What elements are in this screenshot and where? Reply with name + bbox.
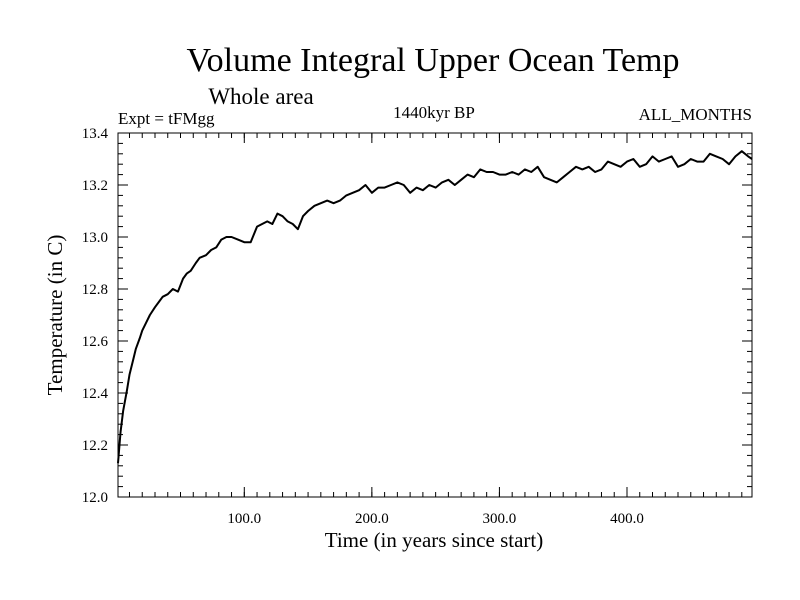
x-axis-ticks: 100.0 200.0 300.0 400.0 xyxy=(227,133,644,527)
x-tick-label: 400.0 xyxy=(610,511,644,527)
x-tick-label: 100.0 xyxy=(227,511,261,527)
y-tick-label: 12.2 xyxy=(82,438,108,454)
y-tick-label: 12.6 xyxy=(82,334,109,350)
y-tick-label: 12.4 xyxy=(82,386,109,402)
months-label: ALL_MONTHS xyxy=(639,105,752,124)
y-tick-label: 13.0 xyxy=(82,230,108,246)
chart-title: Volume Integral Upper Ocean Temp xyxy=(187,42,680,79)
x-tick-label: 200.0 xyxy=(355,511,389,527)
x-tick-label: 300.0 xyxy=(483,511,517,527)
chart-subtitle: Whole area xyxy=(208,84,313,109)
period-label: 1440kyr BP xyxy=(393,103,475,122)
plot-frame xyxy=(117,132,753,498)
y-axis-label: Temperature (in C) xyxy=(43,235,67,396)
y-tick-label: 13.4 xyxy=(82,126,109,142)
experiment-label: Expt = tFMgg xyxy=(118,109,215,128)
y-axis-ticks: 12.0 12.2 12.4 12.6 12.8 13.0 13.2 13.4 xyxy=(82,126,752,506)
y-tick-label: 12.8 xyxy=(82,282,108,298)
temperature-series-line xyxy=(117,150,753,464)
y-tick-label: 12.0 xyxy=(82,490,108,506)
y-tick-label: 13.2 xyxy=(82,178,108,194)
x-axis-label: Time (in years since start) xyxy=(325,528,544,552)
